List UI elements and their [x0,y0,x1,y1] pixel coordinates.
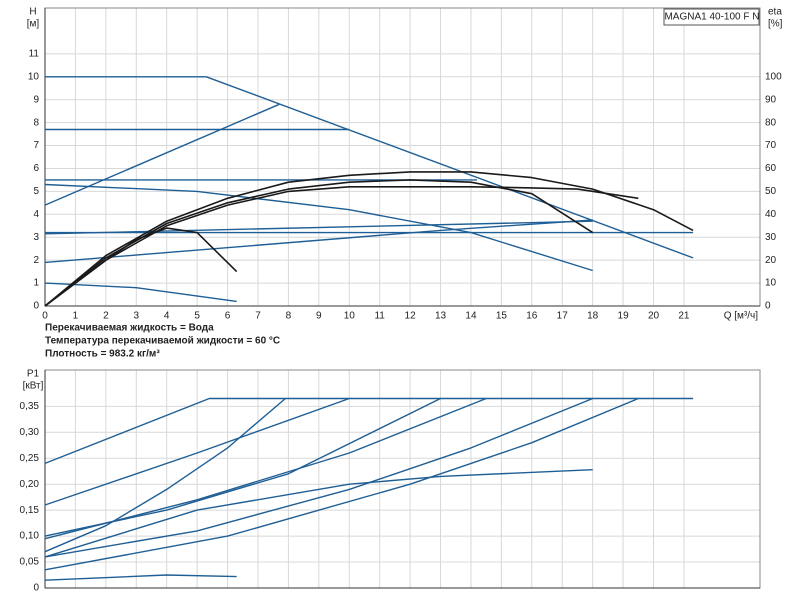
y2-tick-label: 50 [765,186,777,197]
plot-frame [44,7,761,307]
y2-tick-label: 100 [765,71,782,82]
x-axis-label: Q [м³/ч] [724,311,759,322]
x-tick-label: 20 [648,311,660,322]
x-tick-label: 14 [465,311,477,322]
y-tick-label: 1 [33,278,39,289]
y-tick-label: 0,05 [20,557,40,568]
y-tick-label: 9 [33,94,39,105]
y2-tick-label: 90 [765,94,777,105]
annotation: Температура перекачиваемой жидкости = 60… [45,336,280,347]
chart-title: MAGNA1 40-100 F N [664,12,759,23]
curve [44,219,593,264]
y-tick-label: 0,15 [20,505,40,516]
annotation: Перекачиваемая жидкость = Вода [45,323,214,334]
x-tick-label: 11 [374,311,385,322]
x-tick-label: 2 [103,311,109,322]
annotation: Плотность = 983.2 кг/м³ [45,349,160,360]
curve [44,397,639,571]
curve [44,397,593,558]
y-tick-label: 0 [33,583,39,594]
curve [44,397,487,540]
x-tick-label: 0 [42,311,48,322]
x-tick-label: 8 [286,311,292,322]
y-axis-unit: [м] [27,19,40,30]
y2-tick-label: 10 [765,278,777,289]
y2-tick-label: 80 [765,117,777,128]
title-box [663,8,760,26]
curve [44,469,593,558]
y-tick-label: 0,10 [20,531,40,542]
y-tick-label: 0,35 [20,401,40,412]
x-tick-label: 17 [557,311,569,322]
curve [44,220,593,235]
y-tick-label: 2 [33,255,39,266]
y-axis-label: P1 [27,369,40,380]
x-tick-label: 7 [255,311,261,322]
y2-tick-label: 70 [765,140,777,151]
curve [45,76,694,259]
x-tick-label: 18 [587,311,599,322]
x-tick-label: 21 [678,311,690,322]
y-tick-label: 0,25 [20,453,40,464]
x-label-bg [722,309,760,323]
x-tick-label: 19 [618,311,630,322]
x-tick-label: 15 [496,311,508,322]
curve [44,397,441,537]
x-tick-label: 1 [73,311,79,322]
curve [44,397,286,553]
x-tick-label: 16 [526,311,538,322]
y-tick-label: 5 [33,186,39,197]
curve [44,227,238,307]
curve [44,186,639,307]
y-tick-label: 6 [33,163,39,174]
y-tick-label: 0,20 [20,479,40,490]
y-axis-label: H [29,7,36,18]
x-tick-label: 12 [405,311,417,322]
x-tick-label: 4 [164,311,170,322]
x-tick-label: 10 [344,311,356,322]
y2-axis-label: eta [768,7,782,18]
curve [44,574,237,581]
curve [44,179,594,307]
x-tick-label: 9 [316,311,322,322]
x-tick-label: 3 [133,311,139,322]
x-tick-label: 5 [194,311,200,322]
x-tick-label: 6 [225,311,231,322]
y-axis-unit: [кВт] [23,381,44,392]
y-tick-label: 0,30 [20,427,40,438]
y-tick-label: 7 [33,140,39,151]
y-tick-label: 8 [33,117,39,128]
y2-tick-label: 0 [765,301,771,312]
y-tick-label: 10 [28,71,40,82]
y-tick-label: 3 [33,232,39,243]
curve [44,282,237,303]
x-tick-label: 13 [435,311,447,322]
curve [44,183,593,272]
y-tick-label: 0 [33,301,39,312]
y-tick-label: 4 [33,209,39,220]
y2-tick-label: 60 [765,163,777,174]
y2-axis-unit: [%] [768,19,783,30]
curve [44,397,694,465]
y2-tick-label: 40 [765,209,777,220]
y-tick-label: 11 [29,48,40,59]
y2-tick-label: 20 [765,255,777,266]
curve [44,103,280,206]
y2-tick-label: 30 [765,232,777,243]
curve [44,397,350,506]
